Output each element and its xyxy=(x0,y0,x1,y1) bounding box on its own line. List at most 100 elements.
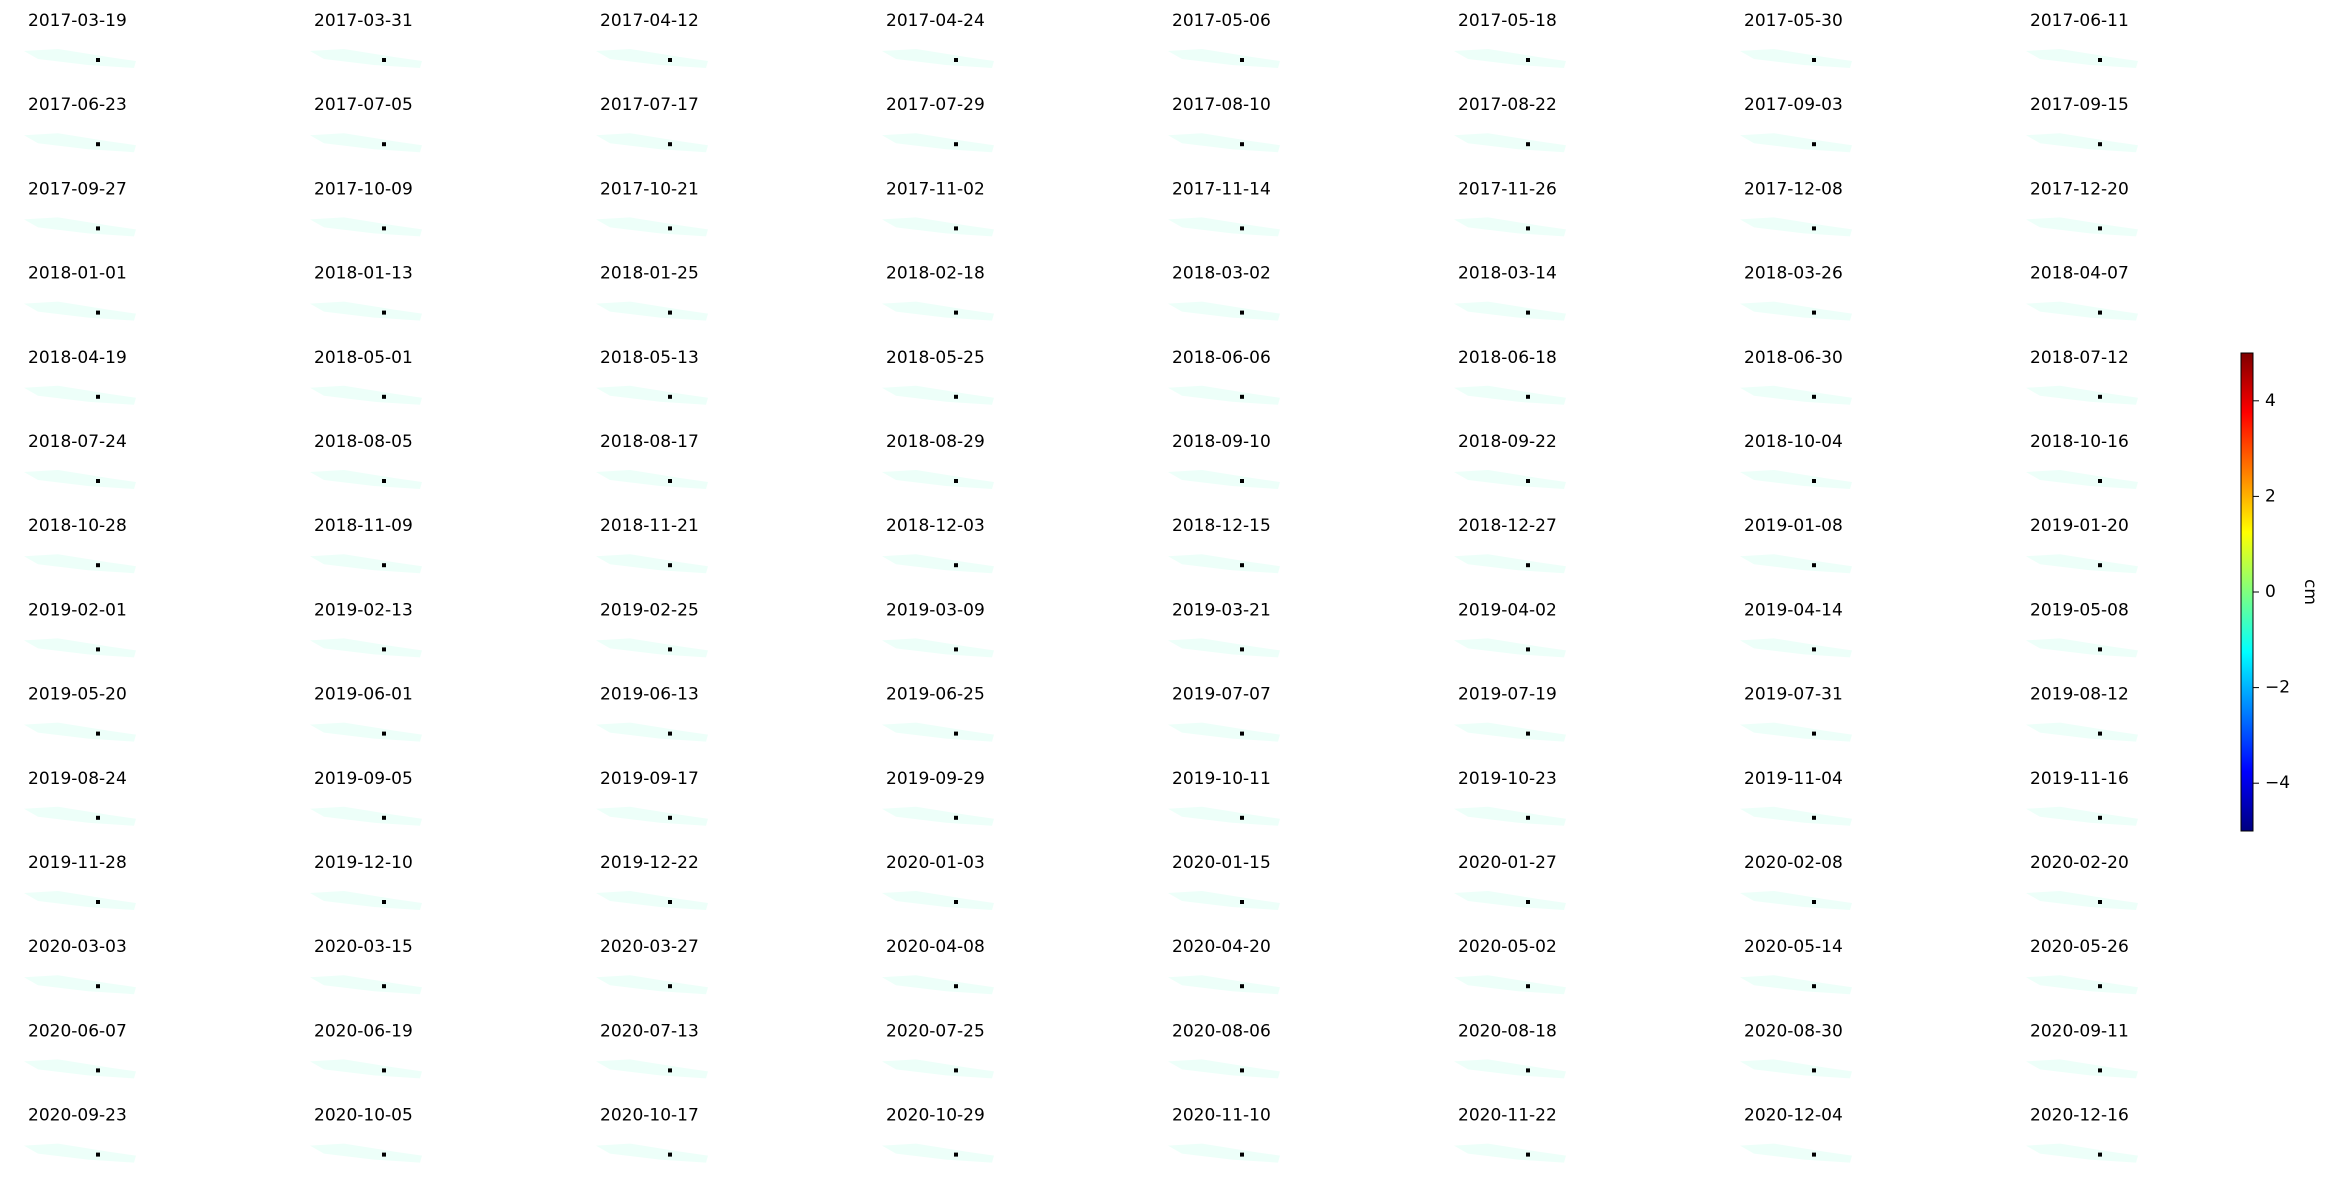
panel-title: 2020-11-10 xyxy=(1172,1106,1271,1126)
reference-point xyxy=(668,1068,672,1073)
reference-point xyxy=(96,226,100,231)
map-footprint xyxy=(1168,722,1280,742)
reference-point xyxy=(1240,815,1244,820)
panel-title: 2019-11-28 xyxy=(28,853,127,873)
panel-title: 2019-11-16 xyxy=(2030,769,2129,789)
reference-point xyxy=(1240,647,1244,652)
map-footprint xyxy=(1168,554,1280,574)
panel-title: 2020-06-19 xyxy=(314,1021,413,1041)
map-footprint xyxy=(1740,301,1852,321)
reference-point xyxy=(2098,58,2102,62)
map-footprint xyxy=(310,722,422,742)
panel-title: 2017-04-12 xyxy=(600,11,699,31)
panel-title: 2018-05-25 xyxy=(886,348,985,368)
map-footprint xyxy=(882,1143,994,1163)
map-footprint xyxy=(310,385,422,405)
map-footprint xyxy=(24,891,136,910)
reference-point xyxy=(1526,731,1530,736)
map-footprint xyxy=(1168,806,1280,826)
reference-point xyxy=(1812,647,1816,652)
reference-point xyxy=(1526,815,1530,820)
reference-point xyxy=(668,900,672,904)
map-footprint xyxy=(1168,975,1280,995)
reference-point xyxy=(96,1068,100,1073)
panel-title: 2020-01-15 xyxy=(1172,853,1271,873)
map-footprint xyxy=(1740,133,1852,153)
reference-point xyxy=(2098,394,2102,399)
panel-title: 2018-10-28 xyxy=(28,516,127,536)
panel-title: 2017-09-15 xyxy=(2030,95,2129,115)
reference-point xyxy=(1812,1152,1816,1157)
map-footprint xyxy=(1454,722,1566,742)
reference-point xyxy=(1812,563,1816,568)
reference-point xyxy=(1812,394,1816,399)
reference-point xyxy=(668,1152,672,1157)
panel-title: 2018-12-27 xyxy=(1458,516,1557,536)
reference-point xyxy=(668,984,672,989)
map-footprint xyxy=(1740,385,1852,405)
map-footprint xyxy=(2026,133,2138,153)
panel-title: 2017-05-18 xyxy=(1458,11,1557,31)
reference-point xyxy=(1526,226,1530,231)
map-footprint xyxy=(882,470,994,489)
reference-point xyxy=(954,1152,958,1157)
reference-point xyxy=(96,1152,100,1157)
reference-point xyxy=(1812,1068,1816,1073)
reference-point xyxy=(668,563,672,568)
reference-point xyxy=(668,142,672,147)
panel-title: 2019-02-13 xyxy=(314,600,413,620)
panel-title: 2017-08-10 xyxy=(1172,95,1271,115)
reference-point xyxy=(382,900,386,904)
reference-point xyxy=(1526,647,1530,652)
reference-point xyxy=(382,984,386,989)
reference-point xyxy=(668,310,672,315)
reference-point xyxy=(1240,984,1244,989)
panel-title: 2019-08-12 xyxy=(2030,685,2129,705)
reference-point xyxy=(1240,1068,1244,1073)
map-footprint xyxy=(24,554,136,574)
panel-title: 2019-04-14 xyxy=(1744,600,1843,620)
panel-title: 2020-07-25 xyxy=(886,1021,985,1041)
reference-point xyxy=(1240,310,1244,315)
map-footprint xyxy=(1168,217,1280,237)
reference-point xyxy=(1526,563,1530,568)
panel-title: 2019-05-08 xyxy=(2030,600,2129,620)
map-footprint xyxy=(882,722,994,742)
reference-point xyxy=(954,647,958,652)
map-footprint xyxy=(1454,470,1566,489)
colorbar xyxy=(2240,352,2254,832)
map-footprint xyxy=(24,470,136,489)
panel-title: 2020-05-26 xyxy=(2030,937,2129,957)
map-footprint xyxy=(2026,385,2138,405)
panel-title: 2018-03-26 xyxy=(1744,264,1843,284)
map-footprint xyxy=(596,722,708,742)
map-footprint xyxy=(1740,891,1852,910)
map-footprint xyxy=(2026,217,2138,237)
panel-title: 2020-02-20 xyxy=(2030,853,2129,873)
reference-point xyxy=(96,900,100,904)
reference-point xyxy=(1240,563,1244,568)
reference-point xyxy=(668,479,672,483)
reference-point xyxy=(668,226,672,231)
panel-title: 2019-06-25 xyxy=(886,685,985,705)
colorbar-tick-label: 4 xyxy=(2265,391,2276,411)
panel-title: 2019-09-17 xyxy=(600,769,699,789)
panel-title: 2017-10-09 xyxy=(314,179,413,199)
reference-point xyxy=(1526,479,1530,483)
panel-title: 2018-12-03 xyxy=(886,516,985,536)
map-footprint xyxy=(1454,1059,1566,1079)
panel-title: 2020-09-11 xyxy=(2030,1021,2129,1041)
colorbar-tick-label: −4 xyxy=(2265,773,2290,793)
panel-title: 2019-11-04 xyxy=(1744,769,1843,789)
map-footprint xyxy=(310,554,422,574)
panel-title: 2020-08-30 xyxy=(1744,1021,1843,1041)
map-footprint xyxy=(1454,217,1566,237)
panel-title: 2017-06-11 xyxy=(2030,11,2129,31)
map-footprint xyxy=(1740,975,1852,995)
panel-title: 2018-06-18 xyxy=(1458,348,1557,368)
reference-point xyxy=(1240,479,1244,483)
reference-point xyxy=(1812,58,1816,62)
map-footprint xyxy=(310,470,422,489)
panel-title: 2018-11-21 xyxy=(600,516,699,536)
reference-point xyxy=(668,647,672,652)
